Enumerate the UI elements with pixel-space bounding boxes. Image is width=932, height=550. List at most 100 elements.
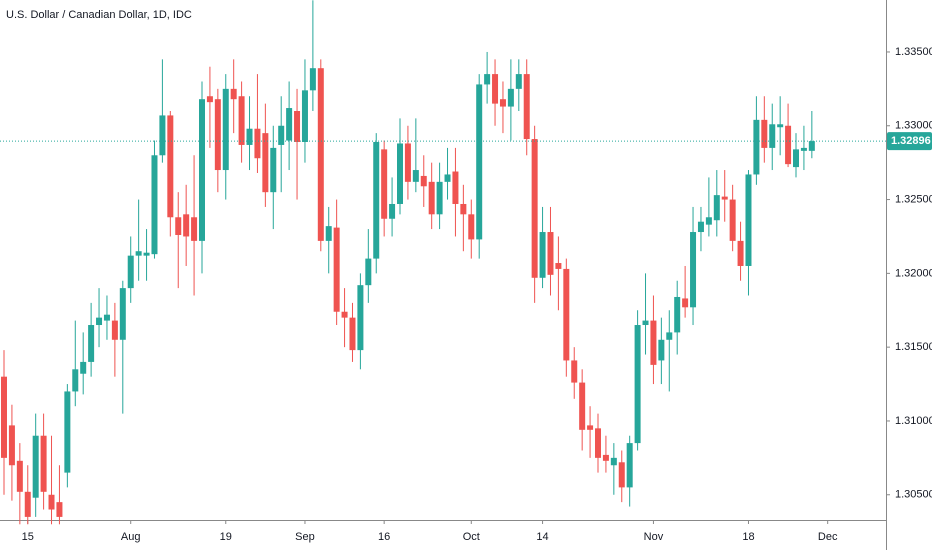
- candle-body: [626, 443, 633, 488]
- candle-body: [499, 99, 506, 107]
- candle-body: [230, 88, 237, 100]
- last-price-label: 1.32896: [891, 135, 931, 147]
- candle-body: [721, 196, 728, 200]
- candle-body: [650, 320, 657, 365]
- candle-body: [785, 125, 792, 165]
- candle-body: [420, 175, 427, 187]
- last-price-tag: [887, 132, 932, 151]
- candle-body: [333, 227, 340, 312]
- candle-body: [484, 74, 491, 85]
- x-tick-label: Dec: [818, 531, 838, 543]
- candle-body: [602, 454, 609, 461]
- candle-body: [468, 214, 475, 240]
- x-tick-label: 16: [378, 531, 390, 543]
- candle-body: [175, 217, 182, 235]
- x-tick-label: Aug: [121, 531, 141, 543]
- candle-body: [96, 317, 103, 326]
- candle-body: [309, 68, 316, 91]
- candle-body: [595, 428, 601, 458]
- candle-body: [515, 74, 522, 89]
- candle-body: [436, 181, 443, 215]
- candle-body: [40, 435, 47, 492]
- candle-body: [523, 74, 530, 140]
- candle-body: [507, 88, 514, 107]
- candle-body: [32, 435, 39, 498]
- candle-body: [80, 361, 87, 374]
- candle-body: [381, 149, 388, 219]
- y-tick-label: 1.30500: [895, 489, 932, 501]
- candle-body: [610, 457, 617, 466]
- candle-body: [618, 462, 625, 488]
- x-tick-label: 19: [220, 531, 232, 543]
- candle-body: [658, 339, 665, 361]
- candle-body: [88, 325, 95, 362]
- candle-body: [547, 232, 554, 275]
- candle-body: [476, 84, 483, 240]
- candle-body: [555, 263, 562, 269]
- candle-body: [373, 141, 380, 259]
- candle-body: [428, 181, 435, 215]
- candle-body: [777, 124, 784, 128]
- candle-body: [254, 128, 261, 159]
- candle-body: [262, 133, 269, 193]
- candle-body: [745, 174, 752, 266]
- candle-body: [729, 199, 736, 241]
- candle-body: [761, 119, 768, 148]
- candle-body: [151, 155, 158, 255]
- candle-body: [167, 115, 174, 218]
- candle-body: [793, 149, 799, 168]
- candle-body: [412, 170, 419, 182]
- candle-body: [808, 141, 815, 151]
- candle-body: [294, 110, 301, 142]
- candle-body: [753, 119, 760, 175]
- candle-body: [460, 203, 467, 215]
- candle-body: [690, 232, 697, 308]
- candle-body: [325, 226, 332, 241]
- candle-body: [238, 96, 245, 145]
- candle-body: [103, 314, 110, 321]
- y-tick-label: 1.32000: [895, 267, 932, 279]
- candle-body: [579, 382, 586, 430]
- candle-body: [214, 99, 221, 171]
- candle-body: [56, 502, 63, 517]
- candle-body: [111, 320, 118, 340]
- candle-body: [769, 124, 776, 148]
- candle-body: [492, 74, 499, 104]
- candle-body: [317, 68, 324, 241]
- x-tick-label: Nov: [644, 531, 664, 543]
- candle-body: [389, 203, 396, 219]
- x-tick-label: 18: [742, 531, 754, 543]
- chart-title: U.S. Dollar / Canadian Dollar, 1D, IDC: [6, 9, 192, 21]
- y-tick-label: 1.31000: [895, 415, 932, 427]
- candle-body: [286, 108, 293, 141]
- candle-body: [682, 298, 689, 308]
- candle-body: [357, 285, 364, 351]
- x-tick-label: Oct: [463, 531, 480, 543]
- candle-body: [127, 255, 134, 289]
- candle-body: [571, 360, 578, 383]
- candle-body: [159, 115, 166, 156]
- candle-body: [64, 391, 71, 473]
- candle-body: [246, 128, 253, 145]
- candle-body: [341, 311, 348, 318]
- candle-body: [674, 296, 681, 333]
- candle-body: [206, 96, 213, 103]
- candle-body: [135, 251, 142, 256]
- y-tick-label: 1.32500: [895, 193, 932, 205]
- y-tick-label: 1.33000: [895, 120, 932, 132]
- y-tick-label: 1.31500: [895, 341, 932, 353]
- candle-body: [642, 320, 649, 326]
- candle-body: [713, 195, 720, 221]
- candle-body: [563, 268, 570, 361]
- candle-body: [349, 317, 356, 351]
- candle-body: [365, 258, 372, 286]
- candle-body: [199, 99, 205, 241]
- candle-body: [8, 425, 15, 466]
- candle-body: [634, 325, 641, 444]
- candle-body: [16, 460, 23, 492]
- candle-body: [72, 369, 79, 392]
- candle-body: [24, 491, 31, 517]
- candle-body: [531, 139, 538, 278]
